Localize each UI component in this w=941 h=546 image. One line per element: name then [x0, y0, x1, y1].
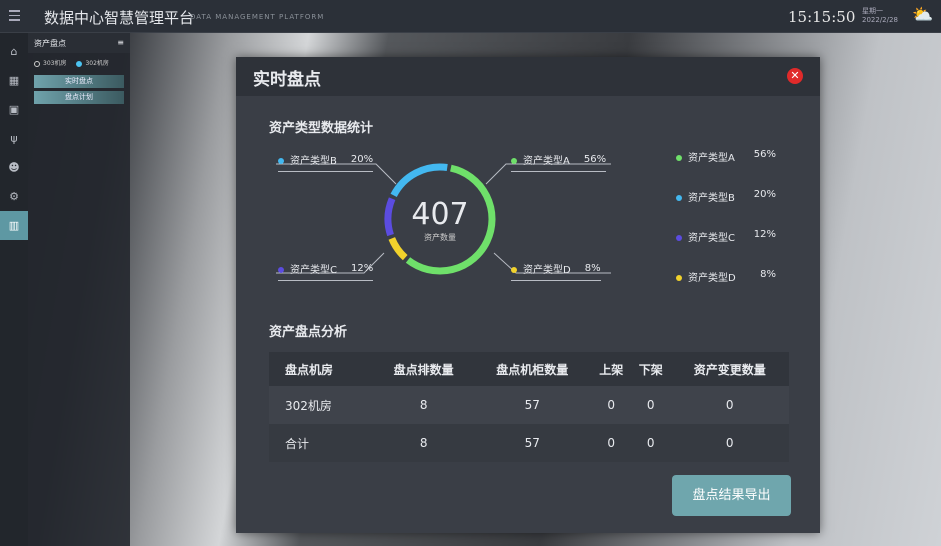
column-header: 下架 — [630, 352, 671, 386]
panel-title: 资产盘点 — [34, 39, 66, 48]
close-icon[interactable]: ✕ — [787, 68, 803, 84]
column-header: 上架 — [591, 352, 631, 386]
inventory-plan-button[interactable]: 盘点计划 — [34, 91, 124, 104]
inventory-table: 盘点机房 盘点排数量 盘点机柜数量 上架 下架 资产变更数量 302机房 8 57 0 0 0 合计… — [269, 352, 789, 462]
app-subtitle: DATA MANAGEMENT PLATFORM — [190, 13, 325, 21]
room-label: 303机房 — [43, 60, 67, 67]
legend-item: 资产类型A 56% — [676, 149, 776, 164]
date-value: 2022/2/28 — [862, 16, 898, 24]
export-button[interactable]: 盘点结果导出 — [672, 475, 791, 516]
inventory-icon[interactable]: ▥ — [0, 211, 28, 240]
top-bar: 数据中心智慧管理平台 DATA MANAGEMENT PLATFORM 15:1… — [0, 0, 941, 33]
legend-item: 资产类型B 20% — [676, 189, 776, 204]
total-label: 资产数量 — [424, 233, 456, 242]
room-radio[interactable]: 302机房 — [76, 58, 109, 67]
table-row: 合计 8 57 0 0 0 — [269, 424, 789, 462]
devices-icon[interactable]: ⚙ — [9, 190, 19, 203]
column-header: 资产变更数量 — [670, 352, 789, 386]
clock: 15:15:50 — [788, 8, 856, 26]
donut-slice-资产类型C — [384, 197, 396, 237]
realtime-inventory-button[interactable]: 实时盘点 — [34, 75, 124, 88]
leader-line-c — [276, 252, 385, 274]
weekday: 星期一 — [862, 7, 883, 15]
realtime-inventory-dialog: 实时盘点 ✕ 资产类型数据统计 407 资产数量 资产类型B 20% 资产类型A 56%… — [236, 57, 820, 533]
stats-title: 资产类型数据统计 — [269, 121, 374, 136]
label-d: 资产类型D 8% — [511, 261, 601, 281]
donut-chart — [276, 163, 611, 275]
table-row: 302机房 8 57 0 0 0 — [269, 386, 789, 424]
leader-line-b — [276, 163, 397, 185]
column-header: 盘点排数量 — [374, 352, 474, 386]
label-a: 资产类型A 56% — [511, 152, 607, 172]
date: 星期一 2022/2/28 — [862, 7, 898, 25]
donut-slice-资产类型B — [390, 163, 448, 198]
app-title: 数据中心智慧管理平台 — [44, 9, 195, 27]
column-header: 盘点机房 — [269, 352, 375, 386]
list-icon[interactable]: ≡ — [117, 38, 124, 47]
analysis-title: 资产盘点分析 — [269, 325, 348, 340]
donut-slice-资产类型D — [388, 237, 408, 261]
donut-center: 407 资产数量 — [400, 197, 480, 243]
inventory-panel: 资产盘点 ≡ 303机房 302机房 实时盘点 盘点计划 — [28, 33, 130, 546]
room-radio[interactable]: 303机房 — [34, 58, 66, 67]
label-c: 资产类型C 12% — [278, 261, 374, 281]
monitor-icon[interactable]: ▣ — [8, 103, 20, 116]
sidebar: ⌂ ▦ ▣ ψ ☻ ⚙ ▥ — [0, 33, 28, 546]
legend-item: 资产类型D 8% — [676, 269, 776, 284]
plug-icon[interactable]: ψ — [10, 132, 18, 145]
label-b: 资产类型B 20% — [278, 152, 374, 172]
building-icon[interactable]: ⌂ — [10, 45, 18, 58]
server-icon[interactable]: ▦ — [8, 74, 20, 87]
robot-icon[interactable]: ☻ — [8, 161, 20, 174]
menu-icon[interactable] — [9, 10, 20, 24]
leader-line-d — [493, 252, 611, 274]
donut-slice-资产类型A — [405, 164, 496, 275]
total-count: 407 — [411, 197, 469, 232]
column-header: 盘点机柜数量 — [473, 352, 592, 386]
legend-item: 资产类型C 12% — [676, 229, 776, 244]
dialog-title: 实时盘点 — [253, 70, 321, 90]
room-label: 302机房 — [85, 60, 109, 67]
partly-cloudy-icon: ⛅ — [912, 5, 934, 25]
leader-line-a — [485, 163, 611, 185]
